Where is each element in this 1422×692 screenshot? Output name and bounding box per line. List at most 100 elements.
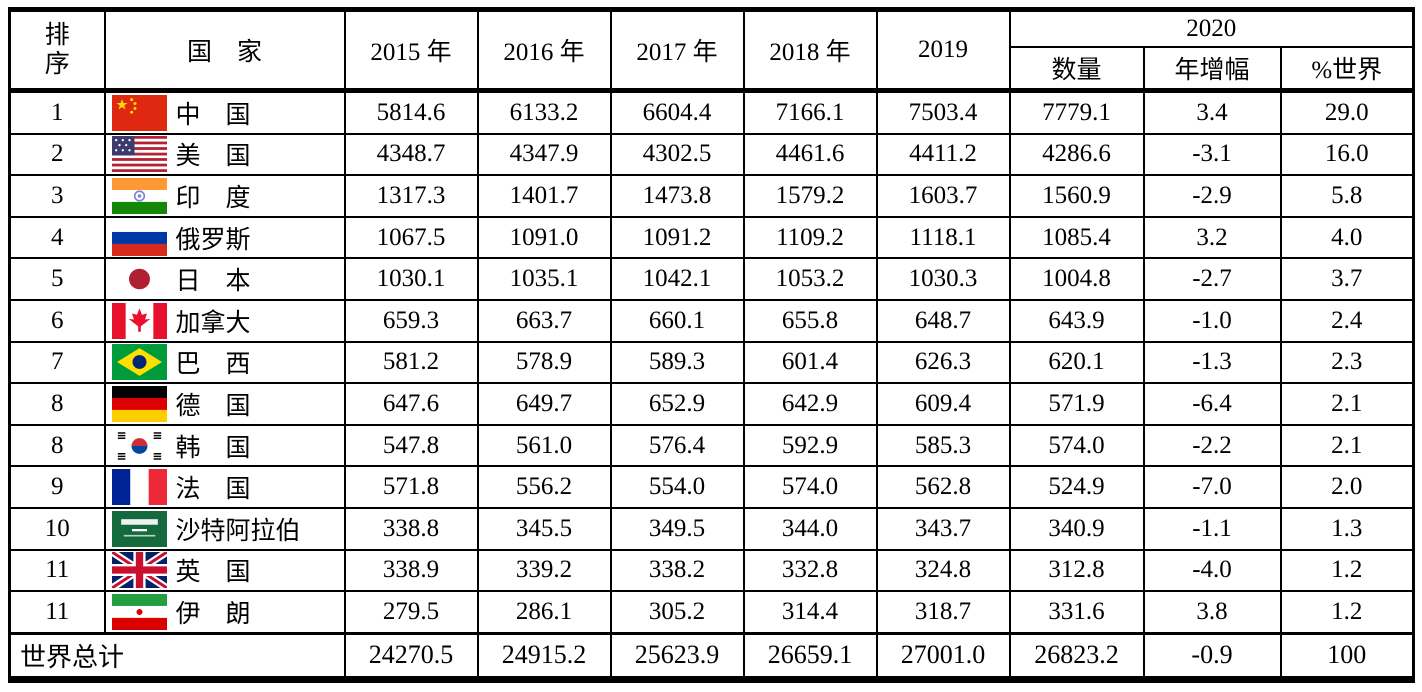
value-cell: 312.8: [1008, 548, 1145, 593]
value-cell: 305.2: [609, 590, 745, 635]
rank-cell: 9: [8, 465, 106, 509]
value-cell: 1042.1: [609, 257, 745, 301]
value-cell: 652.9: [609, 382, 745, 426]
value-cell: -2.2: [1142, 423, 1282, 468]
country-name: 俄罗斯: [175, 226, 251, 254]
value-cell: 331.6: [1008, 590, 1145, 635]
value-cell: -6.4: [1142, 382, 1282, 426]
rank-cell: 4: [8, 215, 106, 260]
brazil-flag-icon: [111, 344, 167, 381]
india-flag-icon: [111, 177, 167, 214]
value-cell: 4286.6: [1008, 132, 1145, 177]
value-cell: 643.9: [1008, 298, 1145, 343]
value-cell: 1109.2: [742, 215, 878, 260]
country-cell: 中 国: [103, 89, 346, 135]
table-row-canada: 6 加拿大 659.3 663.7 660.1 655.8 648.7 643.…: [8, 298, 1415, 343]
value-cell: 4348.7: [343, 132, 479, 177]
table-row-india: 3 印 度 1317.3 1401.7 1473.8 1579.2 1603.7…: [8, 174, 1415, 218]
value-cell: 16.0: [1279, 132, 1415, 177]
value-cell: 338.8: [343, 506, 479, 551]
value-cell: 524.9: [1008, 465, 1145, 509]
col-header-2015: 2015 年: [343, 8, 479, 92]
value-cell: 1053.2: [742, 257, 878, 301]
value-cell: 585.3: [875, 423, 1011, 468]
value-cell: 314.4: [742, 590, 878, 635]
value-cell: -7.0: [1142, 465, 1282, 509]
country-cell: 伊 朗: [103, 590, 346, 635]
table-row-saudi-arabia: 10 沙特阿拉伯 338.8 345.5 349.5 344.0 343.7 3…: [8, 506, 1415, 551]
country-name: 中 国: [175, 101, 251, 129]
rank-cell: 7: [8, 340, 106, 385]
table-row-uk: 11 英 国 338.9 339.2 338.2 332.8 324.8 312…: [8, 548, 1415, 593]
value-cell: 2.4: [1279, 298, 1415, 343]
value-cell: 7166.1: [742, 89, 878, 135]
russia-flag-icon: [111, 219, 167, 256]
country-cell: 英 国: [103, 548, 346, 593]
value-cell: 345.5: [476, 506, 612, 551]
rank-cell: 5: [8, 257, 106, 301]
total-value-cell: -0.9: [1142, 631, 1282, 681]
table-row-japan: 5 日 本 1030.1 1035.1 1042.1 1053.2 1030.3…: [8, 257, 1415, 301]
value-cell: 576.4: [609, 423, 745, 468]
value-cell: 5814.6: [343, 89, 479, 135]
value-cell: 1.2: [1279, 590, 1415, 635]
value-cell: 4347.9: [476, 132, 612, 177]
uk-flag-icon: [111, 552, 167, 589]
col-header-2019: 2019: [875, 8, 1011, 92]
value-cell: -1.0: [1142, 298, 1282, 343]
total-value-cell: 25623.9: [609, 631, 745, 681]
country-name: 英 国: [175, 559, 251, 587]
value-cell: 620.1: [1008, 340, 1145, 385]
country-name: 韩 国: [175, 434, 251, 462]
rank-cell: 3: [8, 174, 106, 218]
col-header-2018: 2018 年: [742, 8, 878, 92]
usa-flag-icon: [111, 136, 167, 173]
value-cell: 2.1: [1279, 423, 1415, 468]
total-value-cell: 24915.2: [476, 631, 612, 681]
rank-cell: 6: [8, 298, 106, 343]
header-row-top: 排 序 国 家 2015 年 2016 年 2017 年 2018 年 2019…: [8, 8, 1415, 92]
value-cell: -1.3: [1142, 340, 1282, 385]
value-cell: 1067.5: [343, 215, 479, 260]
saudi-arabia-flag-icon: [111, 510, 167, 547]
japan-flag-icon: [111, 261, 167, 298]
total-value-cell: 26823.2: [1008, 631, 1145, 681]
col-header-rank: 排 序: [8, 8, 106, 92]
country-name: 印 度: [175, 184, 251, 212]
country-cell: 美 国: [103, 132, 346, 177]
total-value-cell: 100: [1279, 631, 1415, 681]
country-name: 法 国: [175, 476, 251, 504]
value-cell: 601.4: [742, 340, 878, 385]
value-cell: 1085.4: [1008, 215, 1145, 260]
value-cell: 3.2: [1142, 215, 1282, 260]
value-cell: 1004.8: [1008, 257, 1145, 301]
south-korea-flag-icon: [111, 427, 167, 464]
value-cell: 659.3: [343, 298, 479, 343]
table-header: 排 序 国 家 2015 年 2016 年 2017 年 2018 年 2019…: [8, 8, 1415, 92]
value-cell: 324.8: [875, 548, 1011, 593]
value-cell: 4411.2: [875, 132, 1011, 177]
country-cell: 加拿大: [103, 298, 346, 343]
value-cell: 339.2: [476, 548, 612, 593]
rank-cell: 11: [8, 590, 106, 635]
value-cell: 7503.4: [875, 89, 1011, 135]
value-cell: 1030.1: [343, 257, 479, 301]
germany-flag-icon: [111, 385, 167, 422]
table-row-france: 9 法 国 571.8 556.2 554.0 574.0 562.8 524.…: [8, 465, 1415, 509]
value-cell: 3.4: [1142, 89, 1282, 135]
value-cell: 338.9: [343, 548, 479, 593]
country-cell: 印 度: [103, 174, 346, 218]
country-name: 德 国: [175, 392, 251, 420]
col-header-quantity: 数量: [1008, 45, 1145, 92]
value-cell: 1030.3: [875, 257, 1011, 301]
value-cell: 2.0: [1279, 465, 1415, 509]
country-name: 日 本: [175, 268, 251, 296]
country-cell: 巴 西: [103, 340, 346, 385]
value-cell: 574.0: [742, 465, 878, 509]
rank-cell: 1: [8, 89, 106, 135]
country-name: 伊 朗: [175, 600, 251, 628]
value-cell: 1091.2: [609, 215, 745, 260]
value-cell: 1.2: [1279, 548, 1415, 593]
value-cell: 1401.7: [476, 174, 612, 218]
value-cell: 554.0: [609, 465, 745, 509]
